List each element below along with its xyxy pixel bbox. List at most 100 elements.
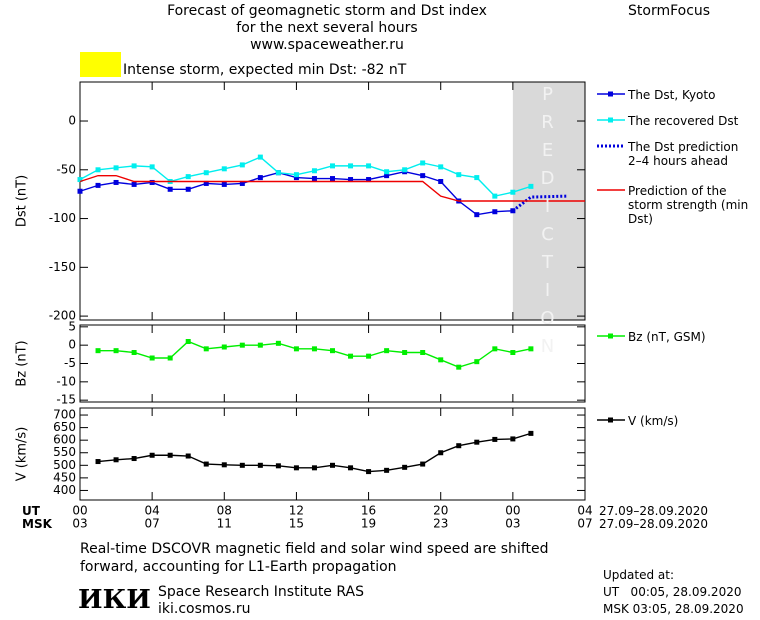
- data-point: [492, 209, 498, 215]
- y-tick-label: 450: [53, 470, 76, 484]
- legend-marker: [608, 417, 613, 423]
- data-point: [239, 162, 245, 168]
- data-point: [167, 355, 173, 361]
- ut-tick-label: 08: [217, 504, 232, 518]
- y-tick-label: -100: [49, 211, 76, 225]
- data-point: [348, 163, 354, 169]
- note-line: Real-time DSCOVR magnetic field and sola…: [80, 541, 549, 557]
- institute: Space Research Institute RAS: [158, 584, 364, 600]
- y-tick-label: -10: [56, 374, 76, 388]
- legend-marker: [608, 91, 613, 97]
- title: Forecast of geomagnetic storm and Dst in…: [0, 3, 654, 54]
- data-point: [510, 189, 516, 195]
- data-point: [311, 168, 317, 174]
- data-point: [203, 170, 209, 176]
- ut-tick-label: 20: [433, 504, 448, 518]
- alert: Intense storm, expected min Dst: -82 nT: [123, 62, 407, 78]
- msk-tick-label: 03: [505, 517, 520, 531]
- series-line: [98, 340, 532, 368]
- data-point: [167, 186, 173, 192]
- ut-tick-label: 04: [577, 504, 592, 518]
- updated-label: Updated at:: [603, 568, 674, 582]
- data-point: [293, 175, 299, 181]
- y-tick-label: -15: [56, 393, 76, 407]
- title-line: for the next several hours: [236, 20, 418, 36]
- y-tick-label: 700: [53, 408, 76, 422]
- msk-tick-label: 19: [361, 517, 376, 531]
- y-tick-label: 550: [53, 445, 76, 459]
- data-point: [474, 439, 480, 445]
- y-axis-label: V (km/s): [15, 427, 30, 482]
- legend-label: The Dst prediction 2–4 hours ahead: [628, 140, 739, 168]
- data-point: [474, 359, 480, 365]
- panel-frame: [79, 324, 586, 403]
- site: iki.cosmos.ru: [158, 601, 251, 617]
- data-point: [474, 212, 480, 218]
- y-axis-label: Dst (nT): [15, 175, 30, 227]
- data-point: [185, 453, 191, 459]
- ut-tick-label: 00: [72, 504, 87, 518]
- data-point: [438, 450, 444, 456]
- data-point: [149, 452, 155, 458]
- data-point: [528, 430, 534, 436]
- data-point: [131, 181, 137, 187]
- alert-swatch: [80, 52, 121, 77]
- data-point: [95, 182, 101, 188]
- data-point: [149, 179, 155, 185]
- data-point: [384, 348, 390, 354]
- data-point: [456, 364, 462, 370]
- data-point: [311, 465, 317, 471]
- data-point: [348, 465, 354, 471]
- data-point: [420, 461, 426, 467]
- data-point: [492, 436, 498, 442]
- data-point: [384, 173, 390, 179]
- data-point: [239, 180, 245, 186]
- y-tick-label: -5: [64, 356, 76, 370]
- panel-frame: [79, 407, 586, 501]
- legend-marker: [608, 117, 613, 123]
- data-point: [438, 357, 444, 363]
- data-point: [330, 462, 335, 468]
- data-point: [131, 456, 137, 462]
- data-point: [203, 346, 209, 352]
- msk-tick-label: 15: [289, 517, 304, 531]
- data-point: [366, 163, 372, 169]
- data-point: [456, 443, 462, 449]
- data-point: [311, 346, 317, 352]
- ut-tick-label: 04: [145, 504, 160, 518]
- legend-marker: [608, 333, 613, 339]
- y-tick-label: 0: [68, 114, 76, 128]
- data-point: [185, 339, 191, 344]
- ut-label: UT: [22, 504, 40, 518]
- data-point: [330, 176, 335, 182]
- series-line: [79, 156, 532, 197]
- legend-label: The Dst, Kyoto: [628, 88, 716, 102]
- data-point: [510, 436, 516, 442]
- data-point: [293, 465, 299, 471]
- data-point: [275, 170, 281, 176]
- y-tick-label: 400: [53, 483, 76, 497]
- legend-label: V (km/s): [628, 414, 679, 428]
- data-point: [257, 175, 263, 181]
- ut-tick-label: 00: [505, 504, 520, 518]
- data-point: [366, 177, 372, 183]
- msk-range: 27.09–28.09.2020: [599, 517, 709, 531]
- data-point: [402, 350, 408, 355]
- prediction-label: PREDICTION: [537, 84, 558, 364]
- data-point: [221, 462, 227, 468]
- data-point: [492, 193, 498, 199]
- data-point: [113, 179, 119, 185]
- msk-tick-label: 11: [217, 517, 232, 531]
- data-point: [113, 165, 119, 171]
- data-point: [293, 346, 299, 352]
- title-line: Forecast of geomagnetic storm and Dst in…: [167, 3, 487, 19]
- msk-tick-label: 07: [145, 517, 160, 531]
- data-point: [149, 164, 155, 170]
- msk-label: MSK: [22, 517, 52, 531]
- y-tick-label: 0: [68, 338, 76, 352]
- data-point: [438, 178, 444, 184]
- data-point: [203, 180, 209, 186]
- brand: StormFocus: [628, 3, 711, 19]
- data-point: [438, 164, 444, 170]
